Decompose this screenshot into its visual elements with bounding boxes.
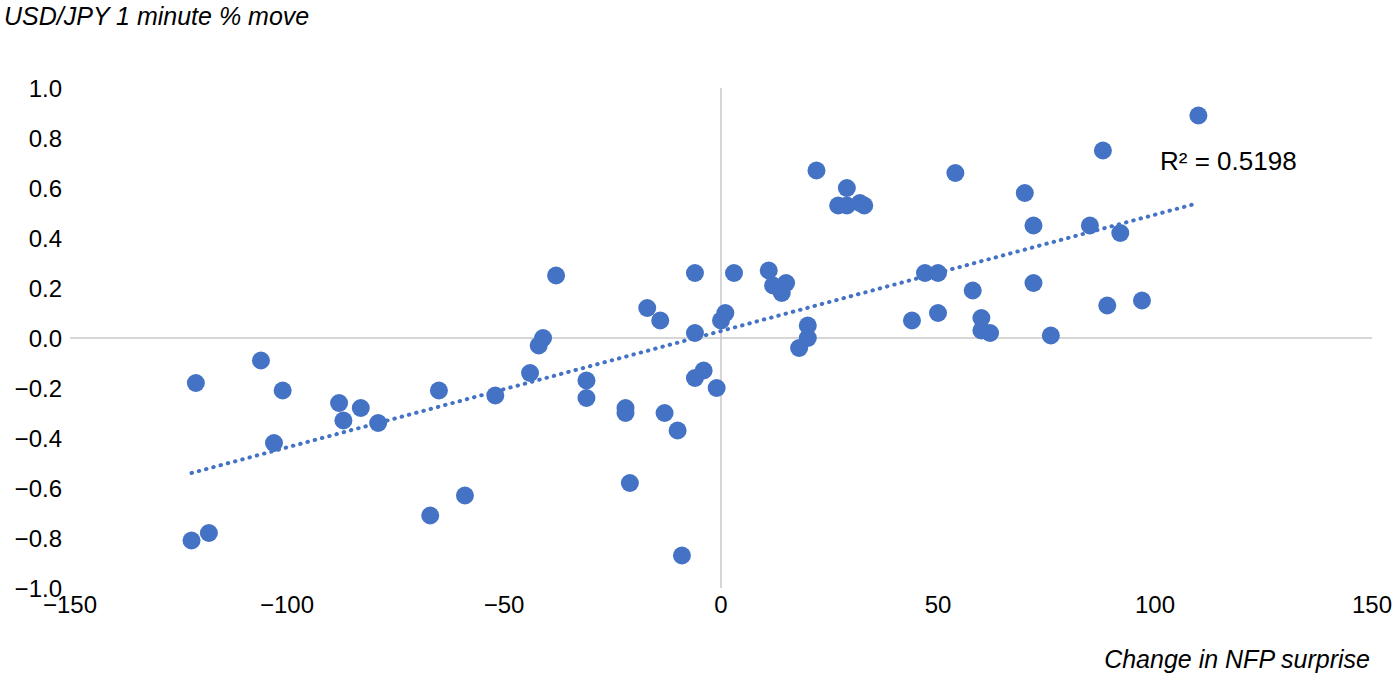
svg-text:0.8: 0.8 bbox=[29, 125, 62, 152]
html-text:Change in NFP surprise: Change in NFP surprise bbox=[1104, 645, 1370, 673]
svg-text:0.4: 0.4 bbox=[29, 225, 62, 252]
svg-text:−100: −100 bbox=[260, 591, 314, 618]
html-text:R² = 0.5198: R² = 0.5198 bbox=[1160, 146, 1297, 176]
svg-text:−50: −50 bbox=[484, 591, 525, 618]
svg-text:−0.6: −0.6 bbox=[15, 475, 62, 502]
svg-text:−0.2: −0.2 bbox=[15, 375, 62, 402]
html-text:USD/JPY 1 minute % move: USD/JPY 1 minute % move bbox=[4, 2, 310, 30]
svg-text:0.6: 0.6 bbox=[29, 175, 62, 202]
svg-text:50: 50 bbox=[925, 591, 952, 618]
svg-text:0.0: 0.0 bbox=[29, 325, 62, 352]
svg-text:0.2: 0.2 bbox=[29, 275, 62, 302]
svg-text:150: 150 bbox=[1352, 591, 1392, 618]
svg-text:100: 100 bbox=[1135, 591, 1175, 618]
svg-text:−0.8: −0.8 bbox=[15, 525, 62, 552]
svg-text:1.0: 1.0 bbox=[29, 75, 62, 102]
svg-text:−0.4: −0.4 bbox=[15, 425, 62, 452]
svg-text:−1.0: −1.0 bbox=[15, 575, 62, 602]
svg-text:−150: −150 bbox=[43, 591, 97, 618]
svg-text:0: 0 bbox=[714, 591, 727, 618]
